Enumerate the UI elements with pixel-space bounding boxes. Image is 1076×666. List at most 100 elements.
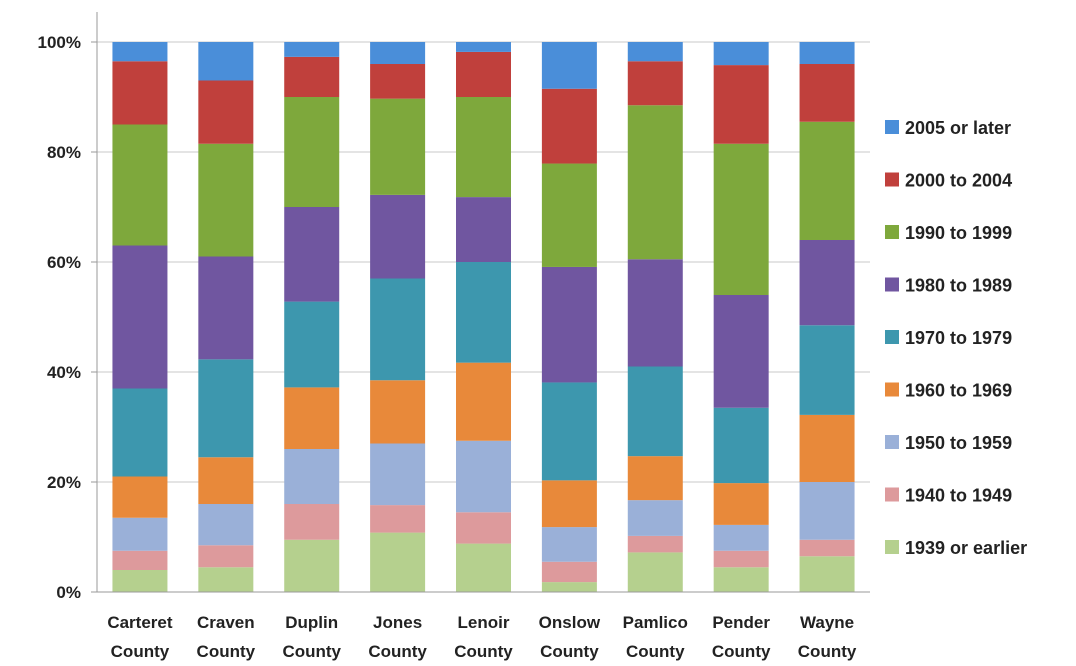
legend-item: 1950 to 1959 bbox=[885, 433, 1012, 453]
bar-segment bbox=[627, 61, 683, 106]
category-label: County bbox=[626, 642, 685, 661]
legend-label: 1970 to 1979 bbox=[905, 328, 1012, 348]
bar-segment bbox=[627, 42, 683, 62]
bar-segment bbox=[198, 504, 254, 546]
y-tick-label: 0% bbox=[56, 583, 81, 602]
category-label: Pender bbox=[712, 613, 770, 632]
bar-segment bbox=[370, 64, 426, 99]
legend-item: 1940 to 1949 bbox=[885, 486, 1012, 506]
bar-segment bbox=[112, 61, 168, 125]
bar-segment bbox=[799, 539, 855, 557]
category-label: County bbox=[282, 642, 341, 661]
bar-segment bbox=[198, 457, 254, 504]
bar-stack bbox=[627, 42, 683, 592]
legend-label: 1939 or earlier bbox=[905, 538, 1027, 558]
category-label: Pamlico bbox=[623, 613, 688, 632]
category-label: Jones bbox=[373, 613, 422, 632]
bar-segment bbox=[541, 266, 597, 383]
bar-segment bbox=[799, 482, 855, 540]
bar-segment bbox=[370, 98, 426, 195]
bar-segment bbox=[112, 388, 168, 477]
bar-segment bbox=[713, 550, 769, 568]
bar-segment bbox=[456, 362, 511, 441]
legend-label: 1950 to 1959 bbox=[905, 433, 1012, 453]
bar-segment bbox=[284, 207, 340, 302]
bar-segment bbox=[112, 517, 168, 551]
category-label: County bbox=[540, 642, 599, 661]
bar-segment bbox=[713, 65, 769, 144]
category-label: County bbox=[368, 642, 427, 661]
bar-segment bbox=[713, 407, 769, 484]
bar-segment bbox=[456, 51, 511, 97]
bar-segment bbox=[627, 500, 683, 536]
category-label: County bbox=[798, 642, 857, 661]
bar-segment bbox=[799, 42, 855, 64]
bar-segment bbox=[799, 414, 855, 482]
category-labels: Carteret County Craven County Duplin County Jo… bbox=[107, 613, 857, 661]
bar-stack bbox=[799, 42, 855, 592]
y-tick-label: 80% bbox=[47, 143, 81, 162]
bar-segment bbox=[456, 97, 511, 198]
legend-swatch bbox=[885, 225, 899, 239]
bar-segment bbox=[112, 42, 168, 62]
bar-segment bbox=[284, 56, 340, 97]
bar-segment bbox=[627, 105, 683, 260]
category-label: County bbox=[197, 642, 256, 661]
legend-item: 2005 or later bbox=[885, 118, 1011, 138]
bar-segment bbox=[541, 382, 597, 481]
legend-swatch bbox=[885, 487, 899, 502]
bar-segment bbox=[112, 245, 168, 389]
bar-segment bbox=[627, 552, 683, 592]
bar-segment bbox=[541, 42, 597, 89]
legend-item: 1980 to 1989 bbox=[885, 276, 1012, 296]
bar-segment bbox=[541, 527, 597, 562]
legend-label: 1980 to 1989 bbox=[905, 276, 1012, 296]
bar-segment bbox=[713, 295, 769, 408]
bar-segment bbox=[284, 42, 340, 57]
bar-segment bbox=[713, 42, 769, 66]
category-label: County bbox=[111, 642, 170, 661]
bar-segment bbox=[541, 561, 597, 583]
bar-segment bbox=[370, 380, 426, 444]
legend-swatch bbox=[885, 120, 899, 134]
bar-segment bbox=[713, 483, 769, 525]
y-tick-label: 40% bbox=[47, 363, 81, 382]
bar-segment bbox=[284, 97, 340, 207]
category-label: Duplin bbox=[285, 613, 338, 632]
bar-segment bbox=[456, 440, 511, 513]
bar-stack bbox=[284, 42, 340, 592]
legend-swatch bbox=[885, 382, 899, 397]
bar-segment bbox=[541, 480, 597, 528]
bar-segment bbox=[799, 240, 855, 326]
bar-segment bbox=[799, 64, 855, 122]
bar-segment bbox=[541, 163, 597, 267]
legend-swatch bbox=[885, 277, 899, 292]
bar-segment bbox=[713, 567, 769, 592]
category-label: County bbox=[712, 642, 771, 661]
bar-segment bbox=[627, 535, 683, 553]
bar-segment bbox=[198, 80, 254, 144]
y-tick-labels: 0% 20% 40% 60% 80% 100% bbox=[38, 33, 81, 602]
category-label: Craven bbox=[197, 613, 255, 632]
bar-segment bbox=[198, 567, 254, 592]
bar-stack bbox=[456, 42, 511, 592]
bar-segment bbox=[284, 301, 340, 388]
y-tick-label: 60% bbox=[47, 253, 81, 272]
category-label: County bbox=[454, 642, 513, 661]
legend-item: 1970 to 1979 bbox=[885, 328, 1012, 348]
bar-segment bbox=[284, 504, 340, 540]
bar-segment bbox=[456, 262, 511, 363]
legend-label: 1990 to 1999 bbox=[905, 223, 1012, 243]
bar-stack bbox=[370, 42, 426, 592]
bar-segment bbox=[198, 143, 254, 257]
bar-segment bbox=[541, 582, 597, 592]
bar-segment bbox=[799, 325, 855, 415]
bar-segment bbox=[370, 42, 426, 64]
bar-stack bbox=[198, 42, 254, 592]
legend-label: 2005 or later bbox=[905, 118, 1011, 138]
bar-segment bbox=[370, 194, 426, 279]
bar-segment bbox=[627, 259, 683, 367]
legend-item: 1939 or earlier bbox=[885, 538, 1027, 558]
